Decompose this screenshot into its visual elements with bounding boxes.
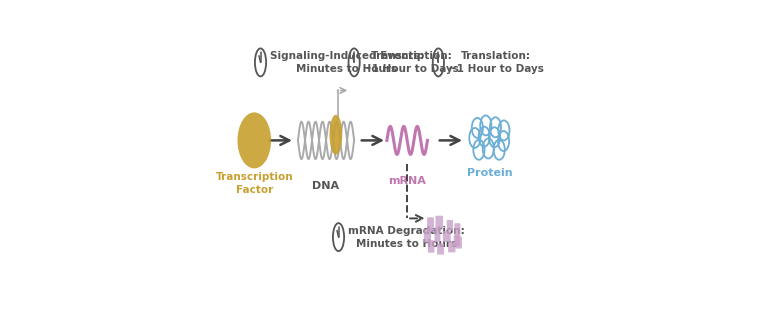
FancyBboxPatch shape (437, 243, 444, 255)
Text: Transcription:
~1 Hour to Days: Transcription: ~1 Hour to Days (363, 51, 459, 74)
Text: Transcription
Factor: Transcription Factor (215, 173, 293, 195)
FancyBboxPatch shape (443, 231, 451, 242)
FancyBboxPatch shape (455, 223, 460, 237)
FancyBboxPatch shape (428, 240, 434, 253)
FancyBboxPatch shape (427, 217, 434, 232)
FancyBboxPatch shape (454, 236, 460, 246)
Text: Translation:
~1 Hour to Days: Translation: ~1 Hour to Days (448, 51, 544, 74)
Text: mRNA: mRNA (388, 176, 426, 186)
FancyBboxPatch shape (448, 242, 456, 252)
Text: Protein: Protein (467, 168, 512, 178)
Text: mRNA Degradation:
Minutes to Hours: mRNA Degradation: Minutes to Hours (348, 226, 465, 249)
FancyBboxPatch shape (447, 220, 453, 231)
Text: DNA: DNA (313, 181, 339, 191)
Ellipse shape (237, 112, 271, 168)
Ellipse shape (329, 115, 342, 155)
FancyBboxPatch shape (435, 216, 443, 229)
FancyBboxPatch shape (434, 227, 441, 242)
Text: Signaling-Induced Events:
Minutes to Hours: Signaling-Induced Events: Minutes to Hou… (270, 51, 424, 74)
FancyBboxPatch shape (424, 229, 431, 242)
FancyBboxPatch shape (456, 237, 462, 249)
